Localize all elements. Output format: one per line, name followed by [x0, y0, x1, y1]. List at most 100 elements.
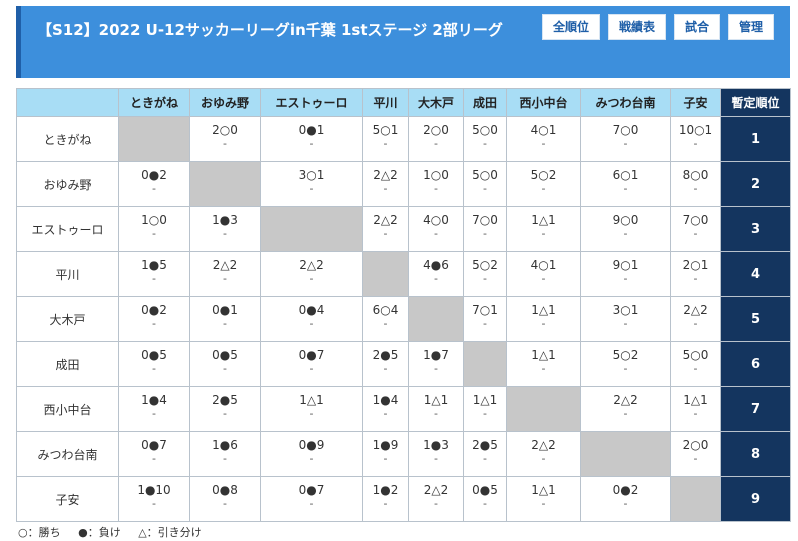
match-result-cell[interactable]: 2△2-	[670, 296, 721, 342]
table-row: おゆみ野 0●2-3○1-2△2-1○0-5○0-5○2-6○1-8○0-2	[16, 161, 791, 207]
match-result-cell[interactable]: 0●5-	[463, 476, 507, 522]
match-result-cell[interactable]: 10○1-	[670, 116, 721, 162]
nav-results-table-button[interactable]: 戦績表	[607, 14, 666, 40]
match-result-cell[interactable]: 0●9-	[260, 431, 363, 477]
match-result-cell[interactable]: 8○0-	[670, 161, 721, 207]
match-result-cell[interactable]: 1●4-	[362, 386, 409, 432]
match-result-cell[interactable]: 7○1-	[463, 296, 507, 342]
match-result-cell[interactable]: 7○0-	[670, 206, 721, 252]
match-result-cell[interactable]: 5○2-	[580, 341, 671, 387]
match-result-cell[interactable]: 1●2-	[362, 476, 409, 522]
match-result-cell[interactable]: 2△2-	[260, 251, 363, 297]
match-result-cell[interactable]: 5○0-	[670, 341, 721, 387]
match-result-cell[interactable]: 2△2-	[362, 206, 409, 252]
team-name-cell[interactable]: おゆみ野	[16, 161, 119, 207]
table-row: 西小中台 1●4-2●5-1△1-1●4-1△1-1△1-2△2-1△1-7	[16, 386, 791, 432]
match-result-cell[interactable]: 1●4-	[118, 386, 190, 432]
match-result-cell[interactable]: 5○1-	[362, 116, 409, 162]
team-name-cell[interactable]: 西小中台	[16, 386, 119, 432]
match-score: 2●5	[372, 348, 399, 362]
match-result-cell[interactable]: 2●5-	[463, 431, 507, 477]
match-result-cell[interactable]: 1●3-	[189, 206, 261, 252]
match-score: 0●2	[141, 168, 167, 182]
match-detail: -	[541, 137, 546, 150]
match-result-cell[interactable]: 1△1-	[463, 386, 507, 432]
match-result-cell[interactable]: 9○1-	[580, 251, 671, 297]
match-result-cell[interactable]: 0●2-	[118, 296, 190, 342]
team-name-cell[interactable]: みつわ台南	[16, 431, 119, 477]
match-result-cell[interactable]: 0●5-	[118, 341, 190, 387]
match-result-cell[interactable]: 0●7-	[260, 341, 363, 387]
match-result-cell[interactable]: 2●5-	[362, 341, 409, 387]
match-result-cell[interactable]: 1△1-	[506, 296, 581, 342]
nav-all-rankings-button[interactable]: 全順位	[541, 14, 600, 40]
match-result-cell[interactable]: 2△2-	[580, 386, 671, 432]
match-result-cell[interactable]: 0●5-	[189, 341, 261, 387]
match-result-cell[interactable]: 6○1-	[580, 161, 671, 207]
match-result-cell[interactable]: 1●9-	[362, 431, 409, 477]
match-detail: -	[693, 362, 698, 375]
match-result-cell[interactable]: 2○0-	[408, 116, 464, 162]
match-result-cell[interactable]: 6○4-	[362, 296, 409, 342]
match-result-cell[interactable]: 1●6-	[189, 431, 261, 477]
match-result-cell[interactable]: 0●1-	[260, 116, 363, 162]
match-result-cell[interactable]: 1△1-	[408, 386, 464, 432]
match-result-cell[interactable]: 1●3-	[408, 431, 464, 477]
match-result-cell[interactable]: 1●7-	[408, 341, 464, 387]
match-detail: -	[383, 407, 388, 420]
match-result-cell[interactable]: 1△1-	[670, 386, 721, 432]
table-row: 子安 1●10-0●8-0●7-1●2-2△2-0●5-1△1-0●2-9	[16, 476, 791, 522]
match-result-cell[interactable]: 3○1-	[260, 161, 363, 207]
match-detail: -	[483, 407, 487, 420]
match-result-cell[interactable]: 1○0-	[408, 161, 464, 207]
team-name-cell[interactable]: 子安	[16, 476, 119, 522]
team-name-cell[interactable]: 平川	[16, 251, 119, 297]
match-result-cell[interactable]: 0●2-	[118, 161, 190, 207]
nav-admin-button[interactable]: 管理	[727, 14, 774, 40]
match-detail: -	[152, 452, 156, 465]
match-result-cell[interactable]: 0●1-	[189, 296, 261, 342]
match-result-cell[interactable]: 2○0-	[670, 431, 721, 477]
match-result-cell[interactable]: 5○2-	[506, 161, 581, 207]
match-result-cell[interactable]: 1●5-	[118, 251, 190, 297]
match-result-cell[interactable]: 2△2-	[362, 161, 409, 207]
match-result-cell[interactable]: 7○0-	[463, 206, 507, 252]
match-result-cell[interactable]: 5○0-	[463, 161, 507, 207]
match-result-cell[interactable]: 5○2-	[463, 251, 507, 297]
match-result-cell[interactable]: 0●4-	[260, 296, 363, 342]
match-result-cell[interactable]: 0●7-	[260, 476, 363, 522]
self-match-cell	[506, 386, 581, 432]
match-result-cell[interactable]: 2△2-	[506, 431, 581, 477]
match-result-cell[interactable]: 1△1-	[506, 476, 581, 522]
match-result-cell[interactable]: 2△2-	[408, 476, 464, 522]
match-result-cell[interactable]: 2○1-	[670, 251, 721, 297]
match-result-cell[interactable]: 1●10-	[118, 476, 190, 522]
match-result-cell[interactable]: 9○0-	[580, 206, 671, 252]
match-result-cell[interactable]: 7○0-	[580, 116, 671, 162]
team-name-cell[interactable]: エストゥーロ	[16, 206, 119, 252]
match-result-cell[interactable]: 2△2-	[189, 251, 261, 297]
match-score: 2△2	[373, 168, 398, 182]
team-name-cell[interactable]: 成田	[16, 341, 119, 387]
match-result-cell[interactable]: 1△1-	[260, 386, 363, 432]
match-result-cell[interactable]: 5○0-	[463, 116, 507, 162]
match-result-cell[interactable]: 4○1-	[506, 251, 581, 297]
match-result-cell[interactable]: 0●2-	[580, 476, 671, 522]
team-name-cell[interactable]: ときがね	[16, 116, 119, 162]
nav-matches-button[interactable]: 試合	[673, 14, 720, 40]
match-result-cell[interactable]: 2●5-	[189, 386, 261, 432]
match-detail: -	[152, 317, 156, 330]
match-result-cell[interactable]: 3○1-	[580, 296, 671, 342]
team-name-cell[interactable]: 大木戸	[16, 296, 119, 342]
match-result-cell[interactable]: 1△1-	[506, 206, 581, 252]
match-result-cell[interactable]: 1○0-	[118, 206, 190, 252]
match-detail: -	[623, 317, 628, 330]
match-result-cell[interactable]: 4○1-	[506, 116, 581, 162]
match-score: 0●1	[298, 123, 325, 137]
match-result-cell[interactable]: 0●8-	[189, 476, 261, 522]
match-result-cell[interactable]: 4●6-	[408, 251, 464, 297]
match-result-cell[interactable]: 4○0-	[408, 206, 464, 252]
match-result-cell[interactable]: 0●7-	[118, 431, 190, 477]
match-result-cell[interactable]: 1△1-	[506, 341, 581, 387]
match-result-cell[interactable]: 2○0-	[189, 116, 261, 162]
